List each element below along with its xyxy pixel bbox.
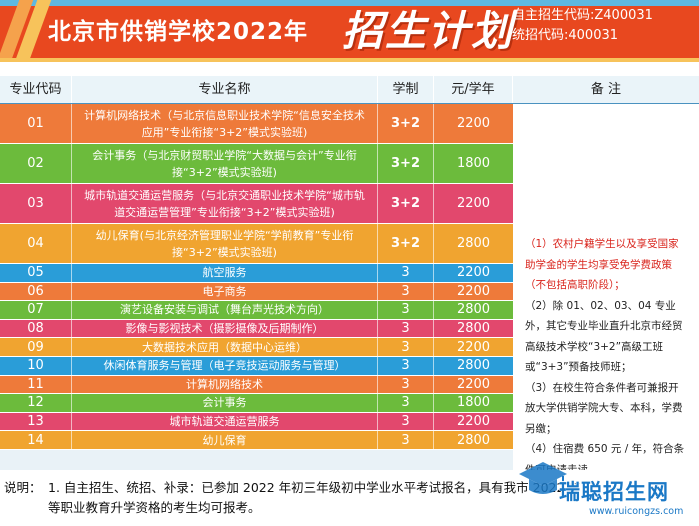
study-duration: 3	[378, 301, 434, 319]
study-duration: 3	[378, 282, 434, 301]
major-name: 计算机网络技术	[72, 375, 378, 394]
major-name: 影像与影视技术（摄影摄像及后期制作）	[72, 319, 378, 338]
table-row: 05 航空服务 3 2200	[0, 264, 513, 283]
major-code: 10	[0, 357, 72, 375]
study-duration: 3+2	[378, 184, 434, 223]
site-watermark: 瑞聪招生网 www.ruicongzs.com	[515, 440, 699, 526]
tuition-fee: 2200	[456, 265, 491, 281]
study-duration: 3	[378, 319, 434, 338]
major-code: 04	[0, 224, 72, 263]
tuition-fee: 2800	[456, 302, 491, 318]
tuition-fee: 2800	[456, 321, 491, 337]
remark-item: （1）农村户籍学生以及享受国家助学金的学生均享受免学费政策（不包括高职阶段）；	[525, 238, 679, 291]
major-code: 01	[0, 104, 72, 143]
major-name: 电子商务	[72, 282, 378, 301]
major-name: 演艺设备安装与调试（舞台声光技术方向）	[72, 301, 378, 319]
page-title-highlight: 招生计划	[342, 7, 514, 55]
header-code: 专业代码	[0, 76, 72, 103]
table-row: 03 城市轨道交通运营服务（与北京交通职业技术学院“城市轨道交通运营管理”专业衔接…	[0, 184, 513, 224]
tuition-fee: 2200	[456, 414, 491, 430]
major-name: 城市轨道交通运营服务（与北京交通职业技术学院“城市轨道交通运营管理”专业衔接“3…	[72, 184, 378, 223]
major-code: 14	[0, 431, 72, 449]
table-row: 14 幼儿保育 3 2800	[0, 431, 513, 450]
table-row: 08 影像与影视技术（摄影摄像及后期制作） 3 2800	[0, 319, 513, 339]
study-duration: 3+2	[378, 224, 434, 263]
table-row: 09 大数据技术应用（数据中心运维） 3 2200	[0, 338, 513, 357]
tuition-fee: 1800	[456, 395, 491, 411]
header-duration: 学制	[378, 76, 434, 103]
tuition-fee: 2200	[456, 116, 491, 131]
major-name: 幼儿保育(与北京经济管理职业学院“学前教育”专业衔接“3+2”模式实验班)	[72, 224, 378, 263]
table-row: 06 电子商务 3 2200	[0, 282, 513, 302]
study-duration: 3	[378, 375, 434, 394]
major-code: 12	[0, 394, 72, 412]
major-name: 幼儿保育	[72, 431, 378, 449]
study-duration: 3	[378, 357, 434, 375]
remarks-panel: （1）农村户籍学生以及享受国家助学金的学生均享受免学费政策（不包括高职阶段）； …	[513, 104, 699, 476]
major-code: 08	[0, 319, 72, 338]
major-name: 休闲体育服务与管理（电子竞技运动服务与管理）	[72, 357, 378, 375]
major-code: 09	[0, 338, 72, 356]
major-code: 13	[0, 412, 72, 431]
major-name: 大数据技术应用（数据中心运维）	[72, 338, 378, 356]
study-duration: 3	[378, 412, 434, 431]
major-code: 07	[0, 301, 72, 319]
graduation-cap-icon	[519, 462, 567, 494]
header-remarks: 备 注	[590, 82, 622, 97]
tuition-fee: 2800	[456, 236, 491, 251]
tuition-fee: 2200	[456, 376, 491, 392]
major-code: 02	[0, 144, 72, 183]
page-footer: 说明： 1. 自主招生、统招、补录：已参加 2022 年初三年级初中学业水平考试…	[0, 470, 699, 526]
header-bottom-stripe	[0, 58, 699, 62]
header-top-stripe	[0, 0, 699, 6]
header-fee: 元/学年	[434, 76, 513, 103]
remark-item: （3）在校生符合条件者可兼报开放大学供销学院大专、本科，学费另缴；	[525, 381, 683, 435]
table-row: 12 会计事务 3 1800	[0, 394, 513, 413]
study-duration: 3+2	[378, 104, 434, 143]
study-duration: 3	[378, 338, 434, 356]
footer-note-text: 1. 自主招生、统招、补录：已参加 2022 年初三年级初中学业水平考试报名，具…	[48, 480, 594, 515]
tuition-fee: 2200	[456, 283, 491, 299]
major-code: 06	[0, 282, 72, 301]
remark-item: （2）除 01、02、03、04 专业外，其它专业毕业直升北京市经贸高级技术学校…	[525, 299, 683, 374]
tuition-fee: 2800	[456, 358, 491, 374]
footer-note-label: 说明：	[4, 480, 42, 495]
major-name: 计算机网络技术（与北京信息职业技术学院“信息安全技术应用”专业衔接“3+2”模式…	[72, 104, 378, 143]
admission-codes: 自主招生代码:Z400031 统招代码:400031	[512, 6, 697, 46]
self-admission-code: 自主招生代码:Z400031	[512, 8, 653, 23]
tuition-fee: 1800	[456, 156, 491, 171]
watermark-name: 瑞聪招生网	[559, 480, 669, 504]
table-row: 07 演艺设备安装与调试（舞台声光技术方向） 3 2800	[0, 301, 513, 320]
table-row: 11 计算机网络技术 3 2200	[0, 375, 513, 395]
table-header: 专业代码 专业名称 学制 元/学年 备 注	[0, 76, 699, 104]
watermark-url: www.ruicongzs.com	[589, 506, 684, 517]
tuition-fee: 2800	[456, 432, 491, 448]
table-row: 01 计算机网络技术（与北京信息职业技术学院“信息安全技术应用”专业衔接“3+2”…	[0, 104, 513, 144]
table-row: 04 幼儿保育(与北京经济管理职业学院“学前教育”专业衔接“3+2”模式实验班) 3…	[0, 224, 513, 264]
study-duration: 3+2	[378, 144, 434, 183]
header-name: 专业名称	[72, 76, 378, 103]
unified-admission-code: 统招代码:400031	[512, 28, 619, 43]
study-duration: 3	[378, 394, 434, 412]
major-code: 03	[0, 184, 72, 223]
page-title: 北京市供销学校2022年	[48, 19, 309, 45]
major-name: 城市轨道交通运营服务	[72, 412, 378, 431]
study-duration: 3	[378, 264, 434, 282]
major-code: 11	[0, 375, 72, 394]
table-row: 10 休闲体育服务与管理（电子竞技运动服务与管理） 3 2800	[0, 357, 513, 376]
major-name: 会计事务	[72, 394, 378, 412]
page-header: 北京市供销学校2022年 招生计划 自主招生代码:Z400031 统招代码:40…	[0, 0, 699, 62]
tuition-fee: 2200	[456, 339, 491, 355]
table-row: 13 城市轨道交通运营服务 3 2200	[0, 412, 513, 432]
tuition-fee: 2200	[456, 196, 491, 211]
enrollment-table: 专业代码 专业名称 学制 元/学年 备 注 01 计算机网络技术（与北京信息职业技…	[0, 76, 699, 476]
major-name: 会计事务（与北京财贸职业学院“大数据与会计”专业衔接“3+2”模式实验班)	[72, 144, 378, 183]
major-code: 05	[0, 264, 72, 282]
major-name: 航空服务	[72, 264, 378, 282]
table-row: 02 会计事务（与北京财贸职业学院“大数据与会计”专业衔接“3+2”模式实验班) 3…	[0, 144, 513, 184]
study-duration: 3	[378, 431, 434, 449]
